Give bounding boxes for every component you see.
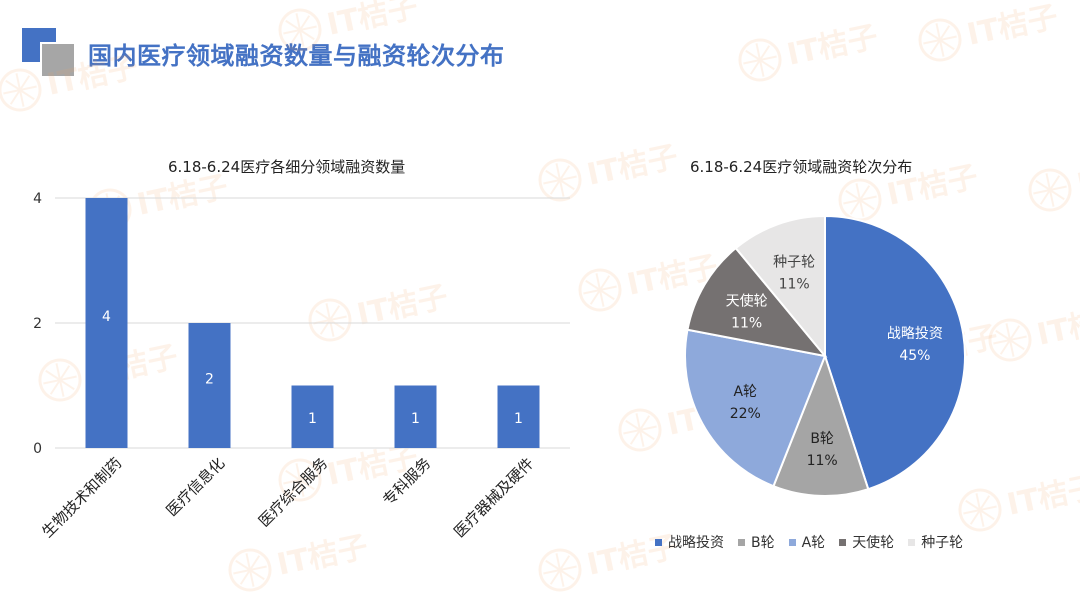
bar xyxy=(291,385,334,448)
bar-data-label: 2 xyxy=(205,372,214,388)
y-tick-label: 2 xyxy=(33,316,42,332)
pie-slice-label: 天使轮 xyxy=(726,293,768,310)
title-decoration-gray-square xyxy=(40,42,76,78)
legend-swatch xyxy=(839,538,847,546)
bar xyxy=(497,385,540,448)
bar xyxy=(85,198,128,448)
pie-slice-value: 11% xyxy=(807,453,838,469)
legend-label: A轮 xyxy=(801,535,826,551)
title-bar: 国内医疗领域融资数量与融资轮次分布 xyxy=(22,28,722,84)
bar xyxy=(394,385,437,448)
legend-swatch xyxy=(738,538,745,546)
legend-item: 种子轮 xyxy=(908,532,963,552)
legend-item: 天使轮 xyxy=(839,532,894,552)
legend-swatch xyxy=(908,538,916,546)
bar-data-label: 4 xyxy=(102,309,111,325)
bar-chart-title: 6.18-6.24医疗各细分领域融资数量 xyxy=(168,158,406,176)
pie-slice xyxy=(772,353,870,497)
legend-item: A轮 xyxy=(788,532,826,552)
bar xyxy=(188,323,231,448)
y-tick-label: 0 xyxy=(33,441,42,457)
pie-slice-value: 22% xyxy=(730,406,761,422)
pie-slice xyxy=(686,246,828,358)
legend-label: 战略投资 xyxy=(668,535,724,551)
watermark-mark: IT桔子 xyxy=(1028,149,1080,212)
pie-slice-label: 种子轮 xyxy=(773,254,815,270)
pie-slice xyxy=(734,214,826,359)
pie-slice-value: 11% xyxy=(731,316,762,332)
pie-slice-value: 45% xyxy=(899,348,930,364)
legend-item: B轮 xyxy=(738,532,775,552)
pie-slice-value: 11% xyxy=(779,276,810,292)
legend-item: 战略投资 xyxy=(655,532,724,552)
pie-slice-label: B轮 xyxy=(810,431,834,447)
bar-data-label: 1 xyxy=(514,411,523,427)
bar-data-label: 1 xyxy=(308,411,317,427)
pie-slice xyxy=(684,328,827,488)
legend-label: 种子轮 xyxy=(921,535,964,551)
bar-data-label: 1 xyxy=(411,411,420,427)
pie-slice xyxy=(824,214,966,491)
y-tick-label: 4 xyxy=(33,191,42,207)
legend-swatch xyxy=(788,538,796,546)
pie-legend: 战略投资 B轮 A轮 天使轮 种子轮 xyxy=(655,532,963,552)
pie-slice-label: A轮 xyxy=(733,384,757,400)
page-title: 国内医疗领域融资数量与融资轮次分布 xyxy=(88,42,505,70)
legend-swatch xyxy=(655,538,662,546)
legend-label: B轮 xyxy=(751,535,775,551)
legend-label: 天使轮 xyxy=(852,535,895,551)
pie-slice-label: 战略投资 xyxy=(887,326,943,342)
watermark-text: IT桔子 xyxy=(1074,149,1080,202)
pie-chart-title: 6.18-6.24医疗领域融资轮次分布 xyxy=(690,158,913,176)
